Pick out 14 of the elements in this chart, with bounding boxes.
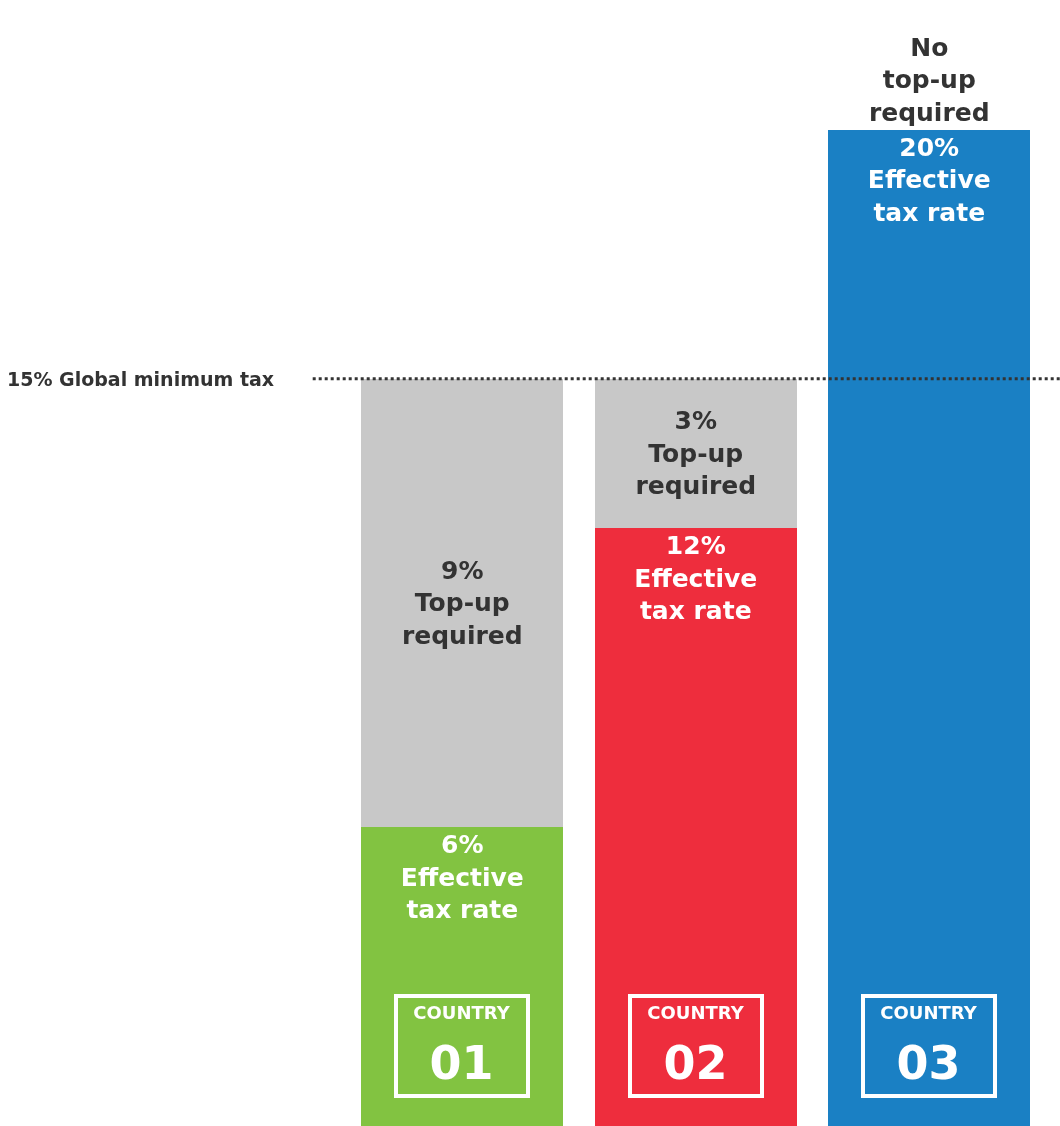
- bar: [594, 528, 797, 1126]
- x-tick-label: COUNTRY 01: [413, 1002, 511, 1090]
- bar: [594, 378, 797, 529]
- data-label: 9% Top-up required: [401, 555, 523, 650]
- data-label: 6% Effective tax rate: [400, 830, 524, 925]
- data-label: 3% Top-up required: [635, 406, 757, 501]
- data-label: 20% Effective tax rate: [867, 132, 991, 227]
- data-label: 12% Effective tax rate: [634, 531, 758, 626]
- x-tick-label: COUNTRY 03: [880, 1002, 978, 1090]
- x-tick-label: COUNTRY 02: [647, 1002, 745, 1090]
- bar: [828, 129, 1031, 1126]
- data-label: No top-up required: [868, 32, 990, 127]
- ref-line-label: 15% Global minimum tax: [7, 368, 275, 390]
- bar: [361, 378, 564, 828]
